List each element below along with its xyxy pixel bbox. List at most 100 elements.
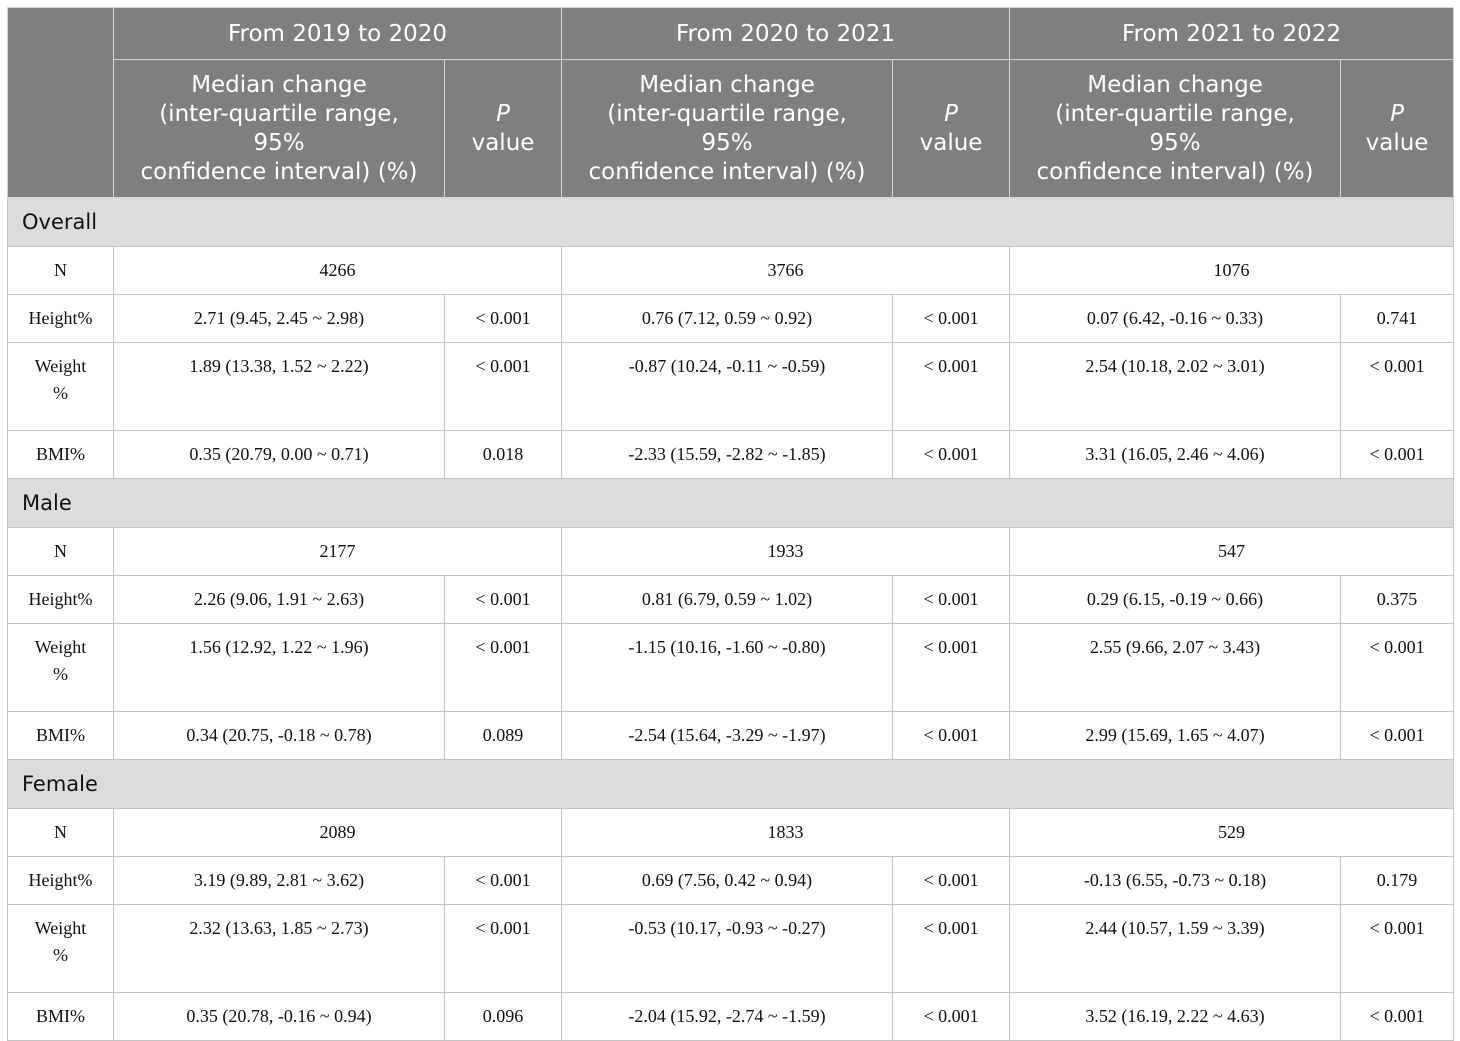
median-change-cell: -2.54 (15.64, -3.29 ~ -1.97) <box>561 711 894 760</box>
row-label-line: Weight <box>34 918 87 938</box>
p-value-cell: 0.018 <box>443 430 563 479</box>
p-value-cell: < 0.001 <box>443 294 563 343</box>
n-value-cell: 4266 <box>112 246 563 295</box>
p-value-cell: 0.179 <box>1340 856 1455 905</box>
median-change-cell: 0.07 (6.42, -0.16 ~ 0.33) <box>1009 294 1342 343</box>
group-row: Overall <box>6 197 1455 247</box>
row-label: BMI% <box>7 711 114 760</box>
row-label-line: % <box>53 383 68 403</box>
median-header-line: (inter-quartile range, <box>159 100 399 127</box>
p-value-cell: < 0.001 <box>892 342 1011 431</box>
median-change-header: Median change (inter-quartile range, 95% co… <box>561 59 894 198</box>
p-value-cell: < 0.001 <box>443 575 563 624</box>
row-label: Weight% <box>7 342 114 431</box>
median-header-line: confidence interval) (%) <box>140 158 418 185</box>
median-change-cell: 2.44 (10.57, 1.59 ~ 3.39) <box>1009 904 1342 993</box>
n-value-cell: 547 <box>1009 527 1455 576</box>
n-value-cell: 3766 <box>561 246 1011 295</box>
table-row: Weight% 2.32 (13.63, 1.85 ~ 2.73) < 0.001-… <box>7 904 1455 993</box>
p-value-cell: < 0.001 <box>1340 904 1455 993</box>
row-label: Weight% <box>7 623 114 712</box>
p-value-cell: < 0.001 <box>892 711 1011 760</box>
row-label-line: % <box>53 945 68 965</box>
median-change-cell: 0.76 (7.12, 0.59 ~ 0.92) <box>561 294 894 343</box>
p-label: P <box>944 100 958 127</box>
n-value-cell: 1076 <box>1009 246 1455 295</box>
p-label: P <box>1390 100 1404 127</box>
table-row: N 2089 1833 529 <box>7 808 1455 857</box>
row-label: Weight% <box>7 904 114 993</box>
median-change-cell: 0.69 (7.56, 0.42 ~ 0.94) <box>561 856 894 905</box>
p-value-cell: < 0.001 <box>1340 992 1455 1041</box>
median-change-cell: -1.15 (10.16, -1.60 ~ -0.80) <box>561 623 894 712</box>
median-change-cell: 1.89 (13.38, 1.52 ~ 2.22) <box>113 342 445 431</box>
median-change-cell: 0.34 (20.75, -0.18 ~ 0.78) <box>113 711 445 760</box>
row-label-line: Weight <box>34 356 87 376</box>
p-value-cell: 0.096 <box>443 992 563 1041</box>
median-change-header: Median change (inter-quartile range, 95% co… <box>113 59 445 198</box>
row-label: BMI% <box>7 430 114 479</box>
n-value-cell: 529 <box>1009 808 1455 857</box>
p-value-cell: < 0.001 <box>1340 623 1455 712</box>
median-header-line: 95% <box>1149 129 1201 156</box>
period-header: From 2019 to 2020 <box>112 7 563 60</box>
p-value-cell: < 0.001 <box>892 992 1011 1041</box>
p-value-cell: < 0.001 <box>443 904 563 993</box>
median-change-cell: 3.19 (9.89, 2.81 ~ 3.62) <box>113 856 445 905</box>
median-header-line: 95% <box>701 129 753 156</box>
median-change-cell: 0.81 (6.79, 0.59 ~ 1.02) <box>561 575 894 624</box>
row-label: N <box>7 246 114 295</box>
median-change-cell: 1.56 (12.92, 1.22 ~ 1.96) <box>113 623 445 712</box>
p-value-cell: < 0.001 <box>892 430 1011 479</box>
p-value-cell: < 0.001 <box>892 856 1011 905</box>
row-label-line: % <box>53 664 68 684</box>
table-row: Height% 2.71 (9.45, 2.45 ~ 2.98) < 0.001 0.… <box>7 294 1455 343</box>
median-change-cell: -2.04 (15.92, -2.74 ~ -1.59) <box>561 992 894 1041</box>
table-row: Height% 2.26 (9.06, 1.91 ~ 2.63) < 0.001 0.… <box>7 575 1455 624</box>
table-row: BMI% 0.34 (20.75, -0.18 ~ 0.78) 0.089 -2.54… <box>7 711 1455 760</box>
median-header-line: 95% <box>253 129 305 156</box>
p-value-cell: < 0.001 <box>1340 342 1455 431</box>
median-header-line: confidence interval) (%) <box>1036 158 1314 185</box>
p-value-cell: 0.089 <box>443 711 563 760</box>
p-value-cell: < 0.001 <box>443 623 563 712</box>
median-header-line: (inter-quartile range, <box>607 100 847 127</box>
p-label: P <box>496 100 510 127</box>
p-value-cell: < 0.001 <box>892 904 1011 993</box>
n-value-cell: 2177 <box>112 527 563 576</box>
median-change-cell: 2.71 (9.45, 2.45 ~ 2.98) <box>113 294 445 343</box>
median-change-cell: 3.31 (16.05, 2.46 ~ 4.06) <box>1009 430 1342 479</box>
p-value-cell: < 0.001 <box>892 294 1011 343</box>
period-header: From 2021 to 2022 <box>1009 7 1455 60</box>
p-value-cell: < 0.001 <box>443 342 563 431</box>
median-header-line: (inter-quartile range, <box>1055 100 1295 127</box>
median-change-cell: -0.13 (6.55, -0.73 ~ 0.18) <box>1009 856 1342 905</box>
p-value-cell: 0.375 <box>1340 575 1455 624</box>
table-row: Weight% 1.56 (12.92, 1.22 ~ 1.96) < 0.001-… <box>7 623 1455 712</box>
median-change-cell: -0.87 (10.24, -0.11 ~ -0.59) <box>561 342 894 431</box>
median-change-cell: 2.55 (9.66, 2.07 ~ 3.43) <box>1009 623 1342 712</box>
row-label: N <box>7 808 114 857</box>
group-label: Female <box>6 759 1455 809</box>
median-header-line: confidence interval) (%) <box>588 158 866 185</box>
median-change-cell: 2.54 (10.18, 2.02 ~ 3.01) <box>1009 342 1342 431</box>
value-label: value <box>919 129 983 156</box>
median-header-line: Median change <box>639 71 815 98</box>
n-value-cell: 2089 <box>112 808 563 857</box>
row-label: Height% <box>7 575 114 624</box>
median-change-cell: -0.53 (10.17, -0.93 ~ -0.27) <box>561 904 894 993</box>
table-row: BMI% 0.35 (20.78, -0.16 ~ 0.94) 0.096 -2.04… <box>7 992 1455 1041</box>
table-row: BMI% 0.35 (20.79, 0.00 ~ 0.71) 0.018 -2.33 … <box>7 430 1455 479</box>
median-change-cell: -2.33 (15.59, -2.82 ~ -1.85) <box>561 430 894 479</box>
row-label: Height% <box>7 856 114 905</box>
row-label: BMI% <box>7 992 114 1041</box>
median-change-cell: 2.99 (15.69, 1.65 ~ 4.07) <box>1009 711 1342 760</box>
table-row: N 4266 3766 1076 <box>7 246 1455 295</box>
table-header: From 2019 to 2020 From 2020 to 2021 From… <box>7 7 1455 198</box>
row-label: N <box>7 527 114 576</box>
p-value-cell: < 0.001 <box>1340 430 1455 479</box>
table-row: N 2177 1933 547 <box>7 527 1455 576</box>
n-value-cell: 1933 <box>561 527 1011 576</box>
